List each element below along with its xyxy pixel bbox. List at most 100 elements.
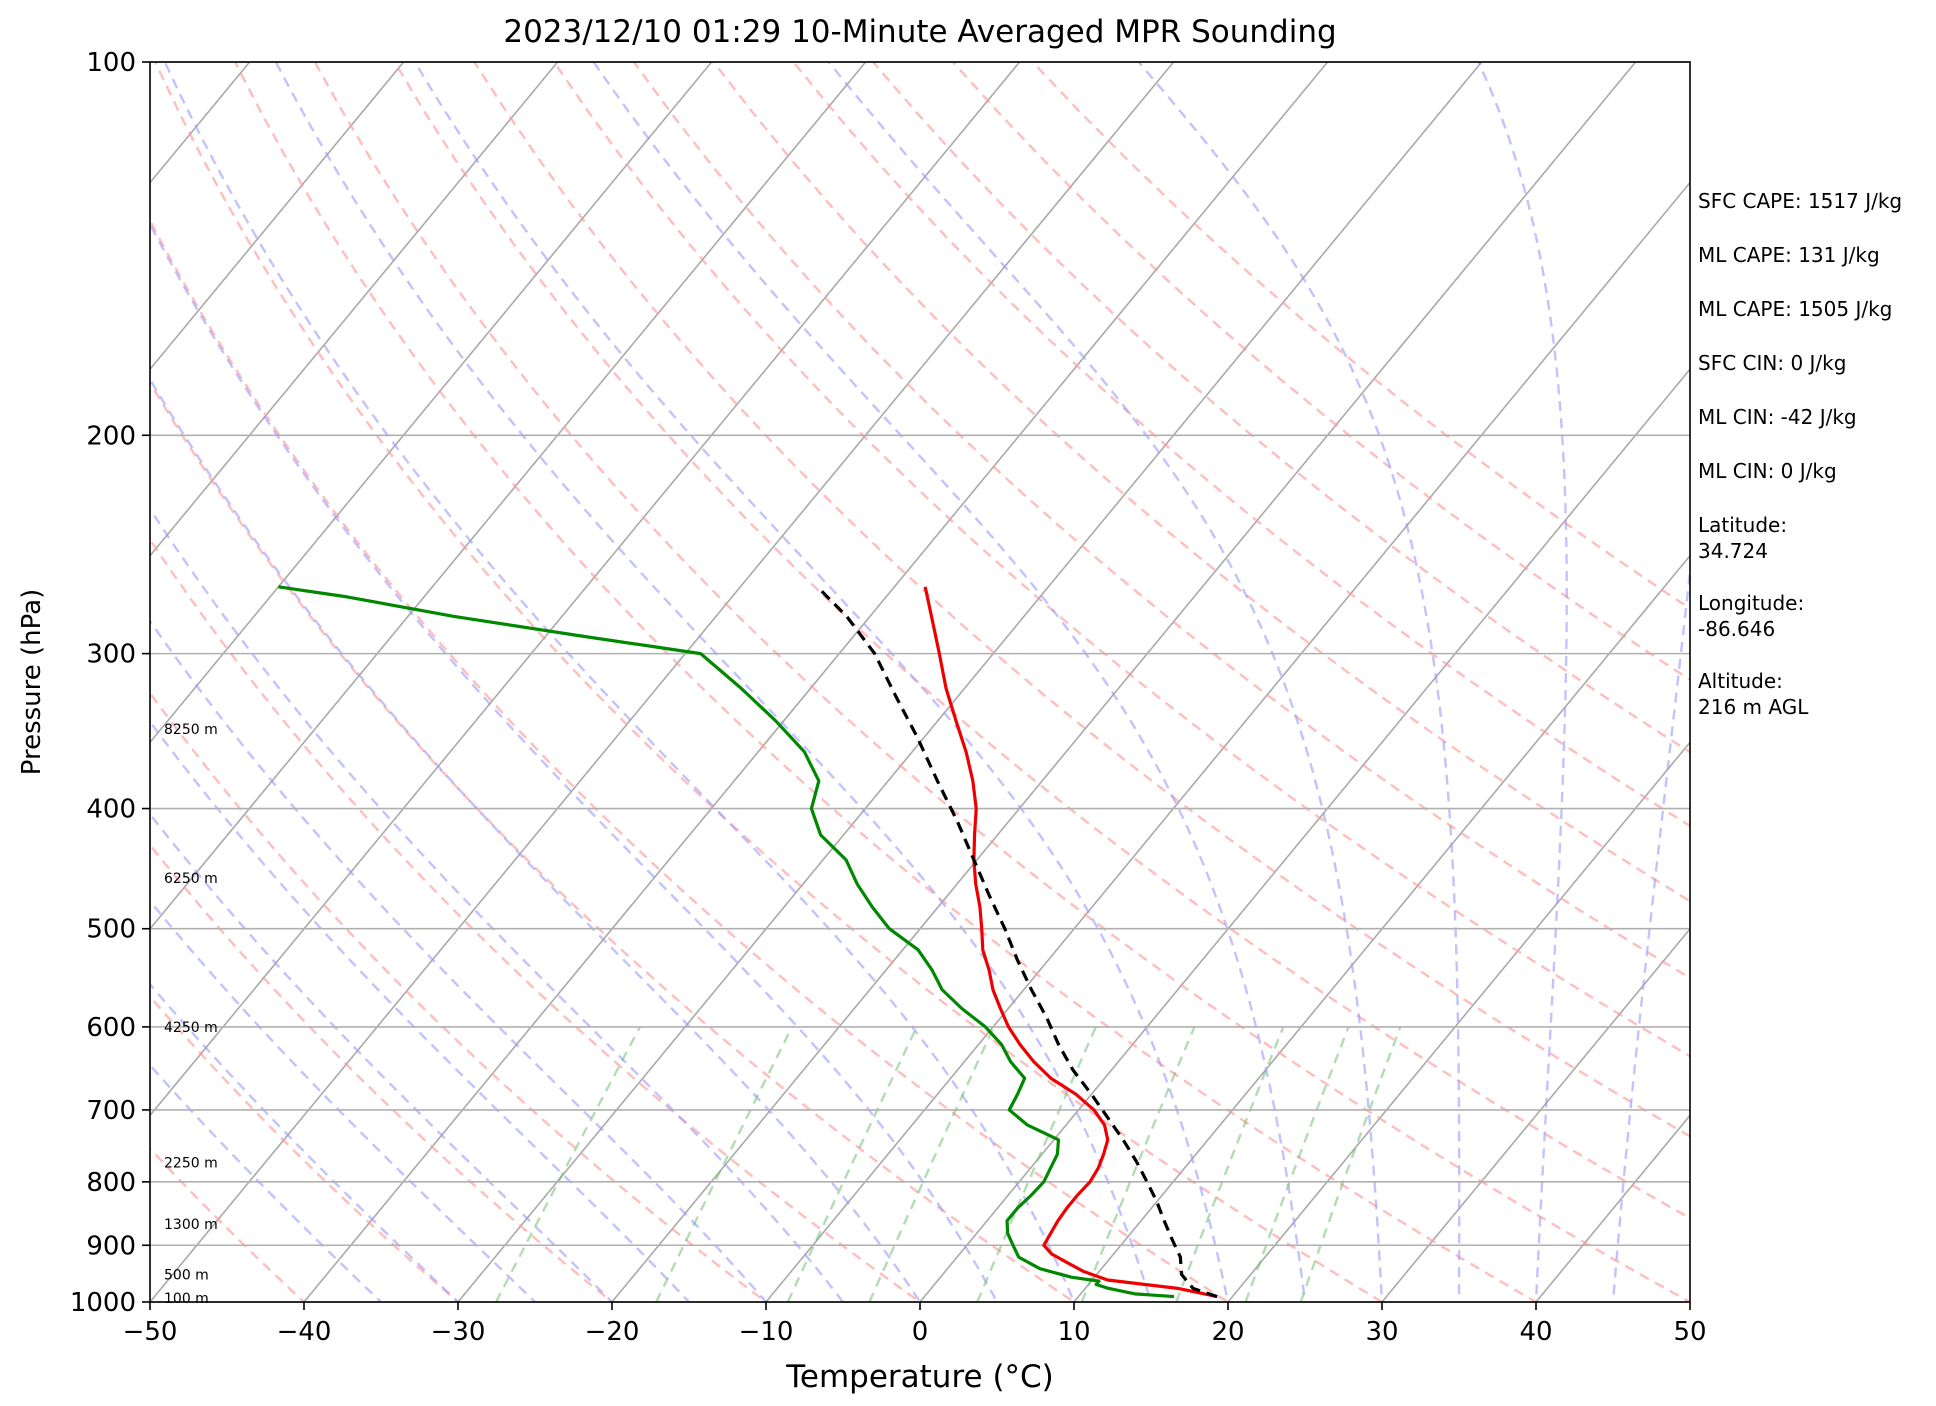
moist-adiabat-line: [827, 62, 1384, 1302]
dry-adiabat-line: [150, 994, 460, 1302]
dry-adiabat-line: [473, 62, 1690, 1138]
longitude-value: -86.646: [1698, 617, 1776, 641]
ml-cin-text: ML CIN: -42 J/kg: [1698, 405, 1857, 429]
y-tick-label: 900: [86, 1231, 136, 1261]
dry-adiabat-line: [150, 1146, 306, 1302]
isotherm-line: [918, 367, 1690, 1302]
isotherm-line: [150, 62, 1021, 1117]
dry-adiabat-line: [1031, 62, 1690, 610]
isotherm-line: [150, 62, 713, 744]
moist-adiabat-line: [150, 377, 922, 1302]
moist-adiabat-line: [150, 619, 768, 1302]
x-axis-ticks: −50 −40 −30 −20 −10 0 10 20 30 40 50: [123, 1302, 1707, 1347]
altitude-block: Altitude: 216 m AGL: [1698, 668, 1930, 720]
x-tick-label: 40: [1519, 1317, 1552, 1347]
moist-adiabat-line: [150, 506, 845, 1302]
dry-adiabat-line: [632, 62, 1690, 980]
dry-adiabat-line: [154, 62, 1385, 1302]
moist-adiabat-line: [413, 62, 1230, 1302]
moist-adiabat-line: [150, 812, 614, 1302]
latitude-label: Latitude:: [1698, 513, 1788, 537]
isotherm-line: [150, 62, 867, 931]
longitude-block: Longitude: -86.646: [1698, 590, 1930, 642]
moist-adiabat-line: [592, 62, 1307, 1302]
x-tick-label: 10: [1057, 1317, 1090, 1347]
y-tick-label: 600: [86, 1013, 136, 1043]
parcel-path-line: [816, 585, 1218, 1299]
moist-adiabat-line: [274, 62, 1153, 1302]
x-tick-label: −40: [277, 1317, 332, 1347]
sfc-cin-text: SFC CIN: 0 J/kg: [1698, 351, 1847, 375]
isotherm-line: [302, 62, 1329, 1302]
height-label: 8250 m: [164, 722, 218, 738]
dewpoint-profile-line: [278, 585, 1175, 1299]
y-axis-label: Pressure (hPa): [17, 589, 47, 776]
dry-adiabat-line: [553, 62, 1690, 1058]
isotherm-line: [764, 181, 1690, 1302]
latitude-value: 34.724: [1698, 539, 1768, 563]
dry-adiabat-line: [150, 843, 614, 1302]
mu-cape-text: ML CAPE: 1505 J/kg: [1698, 297, 1893, 321]
y-tick-label: 400: [86, 795, 136, 825]
dry-adiabat-line: [150, 380, 1077, 1302]
altitude-value: 216 m AGL: [1698, 695, 1809, 719]
y-axis-ticks: 1000 900 800 700 600 500 400 300 200 100: [70, 48, 150, 1318]
moist-adiabat-line: [1477, 62, 1568, 1302]
dry-adiabat-line: [233, 62, 1539, 1302]
moist-adiabat-line: [150, 719, 691, 1302]
x-tick-label: −50: [123, 1317, 178, 1347]
x-tick-label: −20: [585, 1317, 640, 1347]
chart-title: 2023/12/10 01:29 10-Minute Averaged MPR …: [503, 14, 1337, 50]
isotherm-line: [1380, 927, 1690, 1302]
x-axis-label: Temperature (°C): [785, 1359, 1054, 1395]
temperature-profile-line: [923, 586, 1218, 1299]
altitude-label: Altitude:: [1698, 669, 1783, 693]
dry-adiabat-line: [393, 62, 1690, 1220]
height-labels: 100 m 500 m 1300 m 2250 m 4250 m 6250 m 8250 m: [164, 722, 218, 1307]
mixing-ratio-line: [655, 1026, 794, 1302]
dry-adiabat-line: [150, 218, 1231, 1302]
mu-cin-text: ML CIN: 0 J/kg: [1698, 459, 1837, 483]
y-tick-label: 800: [86, 1168, 136, 1198]
moist-adiabat-line: [163, 62, 1076, 1302]
height-label: 1300 m: [164, 1217, 218, 1233]
y-tick-label: 100: [86, 48, 136, 78]
height-label: 500 m: [164, 1267, 209, 1283]
moist-adiabat-line: [150, 982, 460, 1302]
height-label: 6250 m: [164, 871, 218, 887]
isotherm-line: [1226, 741, 1690, 1302]
moist-adiabat-line: [150, 221, 999, 1302]
dry-adiabat-line: [792, 62, 1690, 828]
height-label: 2250 m: [164, 1156, 218, 1172]
isotherm-line: [150, 62, 559, 558]
data-series: [278, 585, 1218, 1299]
y-tick-label: 200: [86, 421, 136, 451]
isotherm-line: [150, 62, 405, 371]
mixing-ratio-line: [1299, 1026, 1402, 1302]
mixing-ratio-line: [976, 1026, 1097, 1302]
isotherm-line: [150, 62, 1175, 1302]
sounding-info-panel: SFC CAPE: 1517 J/kg ML CAPE: 131 J/kg ML…: [1698, 188, 1930, 746]
y-tick-label: 1000: [70, 1288, 136, 1318]
mixing-ratio-line: [1080, 1026, 1196, 1302]
x-tick-label: 50: [1673, 1317, 1706, 1347]
mixing-ratio-line: [494, 1026, 642, 1302]
moist-adiabat-line: [1611, 561, 1690, 1302]
moist-adiabat-line: [150, 1063, 383, 1302]
x-tick-label: −10: [739, 1317, 794, 1347]
mixing-ratio-line: [868, 1026, 996, 1302]
y-tick-label: 700: [86, 1096, 136, 1126]
moist-adiabat-line: [150, 899, 537, 1302]
dry-adiabat-line: [150, 537, 923, 1302]
longitude-label: Longitude:: [1698, 591, 1805, 615]
mixing-ratio-line: [786, 1026, 918, 1302]
height-label: 4250 m: [164, 1020, 218, 1036]
x-tick-label: −30: [431, 1317, 486, 1347]
latitude-block: Latitude: 34.724: [1698, 512, 1930, 564]
dry-adiabat-line: [313, 62, 1690, 1302]
ml-cape-text: ML CAPE: 131 J/kg: [1698, 243, 1880, 267]
isobar-grid: [150, 61, 1690, 1303]
isotherm-line: [456, 62, 1483, 1302]
sfc-cape-text: SFC CAPE: 1517 J/kg: [1698, 189, 1903, 213]
